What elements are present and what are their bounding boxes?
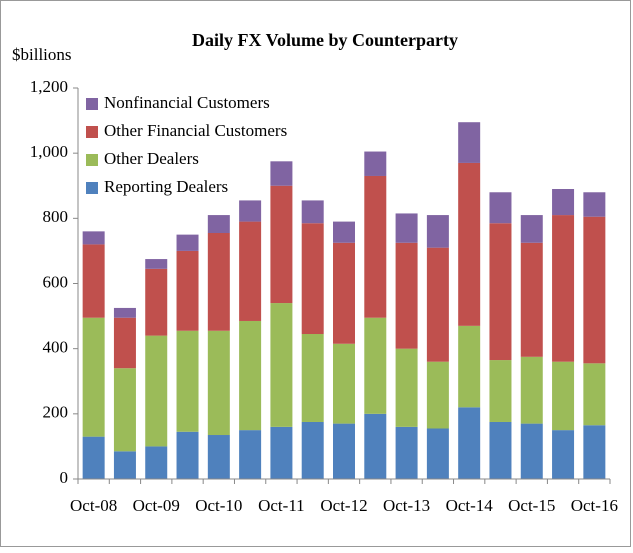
bar-segment xyxy=(552,215,575,362)
bar-segment xyxy=(583,216,606,364)
bar-segment xyxy=(333,221,355,243)
bar-segment xyxy=(207,330,230,436)
bar-segment xyxy=(395,348,418,427)
bar-segment xyxy=(207,435,230,479)
chart-title: Daily FX Volume by Counterparty xyxy=(192,30,458,50)
legend-swatch xyxy=(86,126,98,138)
bar-segment xyxy=(270,161,293,186)
bar-segment xyxy=(270,426,293,479)
y-tick-label: 1,200 xyxy=(30,77,68,96)
bar-segment xyxy=(333,242,355,344)
bar-segment xyxy=(145,268,168,336)
bar-segment xyxy=(239,430,262,479)
bar-segment xyxy=(301,200,324,224)
legend-swatch xyxy=(86,154,98,166)
bar-segment xyxy=(583,363,606,426)
bar-segment xyxy=(489,192,512,224)
legend-label: Other Financial Customers xyxy=(104,121,287,140)
bar-segment xyxy=(458,162,481,326)
x-tick-label: Oct-12 xyxy=(320,496,367,515)
bar-segment xyxy=(239,221,262,321)
bar-segment xyxy=(489,223,512,361)
bar-segment xyxy=(176,234,199,251)
x-tick-label: Oct-10 xyxy=(195,496,242,515)
bar-segment xyxy=(520,215,543,243)
bar-segment xyxy=(364,151,387,176)
x-tick-label: Oct-08 xyxy=(70,496,117,515)
legend-label: Other Dealers xyxy=(104,149,199,168)
bar-segment xyxy=(426,247,449,362)
bar-segment xyxy=(270,185,293,304)
bar-segment xyxy=(176,330,199,432)
y-tick-label: 1,000 xyxy=(30,142,68,161)
bar-segment xyxy=(552,430,575,479)
bar-segment xyxy=(176,431,199,479)
bar-segment xyxy=(82,231,105,245)
y-tick-label: 400 xyxy=(43,338,69,357)
bar-segment xyxy=(145,259,168,269)
x-tick-label: Oct-16 xyxy=(571,496,618,515)
y-tick-label: 200 xyxy=(43,403,69,422)
x-tick-label: Oct-13 xyxy=(383,496,430,515)
legend-swatch xyxy=(86,98,98,110)
bar-segment xyxy=(520,356,543,424)
bar-segment xyxy=(458,325,481,408)
bar-segment xyxy=(364,413,387,479)
y-axis-label: $billions xyxy=(12,45,72,64)
bar-segment xyxy=(426,215,449,248)
bar-segment xyxy=(301,421,324,479)
bar-segment xyxy=(364,175,387,318)
bar-segment xyxy=(458,407,481,479)
bar-segment xyxy=(113,317,136,369)
bar-segment xyxy=(333,423,355,479)
bar-segment xyxy=(426,361,449,429)
bar-segment xyxy=(583,192,606,217)
x-tick-label: Oct-09 xyxy=(133,496,180,515)
legend-swatch xyxy=(86,182,98,194)
legend-label: Reporting Dealers xyxy=(104,177,228,196)
bar-segment xyxy=(333,343,355,424)
bar-segment xyxy=(270,303,293,427)
bar-segment xyxy=(176,250,199,331)
y-tick-label: 800 xyxy=(43,207,69,226)
bar-segment xyxy=(489,360,512,422)
bar-segment xyxy=(239,320,262,431)
bar-segment xyxy=(458,122,481,163)
bar-segment xyxy=(145,446,168,479)
legend-label: Nonfinancial Customers xyxy=(104,93,270,112)
bar-segment xyxy=(520,242,543,357)
bar-segment xyxy=(113,307,136,318)
bar-segment xyxy=(82,244,105,318)
bar-segment xyxy=(552,361,575,431)
bar-segment xyxy=(207,215,230,233)
bar-segment xyxy=(489,421,512,479)
bar-segment xyxy=(207,232,230,331)
x-tick-label: Oct-14 xyxy=(446,496,494,515)
bar-segment xyxy=(301,223,324,335)
bar-segment xyxy=(364,317,387,414)
bar-segment xyxy=(239,200,262,222)
bar-segment xyxy=(145,335,168,447)
bar-segment xyxy=(113,368,136,452)
bar-segment xyxy=(552,189,575,216)
y-tick-label: 600 xyxy=(43,272,69,291)
bar-segment xyxy=(395,242,418,349)
bar-segment xyxy=(82,436,105,479)
y-tick-label: 0 xyxy=(60,468,69,487)
x-tick-label: Oct-15 xyxy=(508,496,555,515)
bar-segment xyxy=(583,425,606,479)
bar-segment xyxy=(395,213,418,243)
bar-segment xyxy=(301,334,324,422)
bar-segment xyxy=(113,451,136,479)
x-tick-label: Oct-11 xyxy=(258,496,305,515)
bar-segment xyxy=(426,428,449,479)
bar-segment xyxy=(520,423,543,479)
bar-segment xyxy=(82,317,105,437)
bar-segment xyxy=(395,426,418,479)
